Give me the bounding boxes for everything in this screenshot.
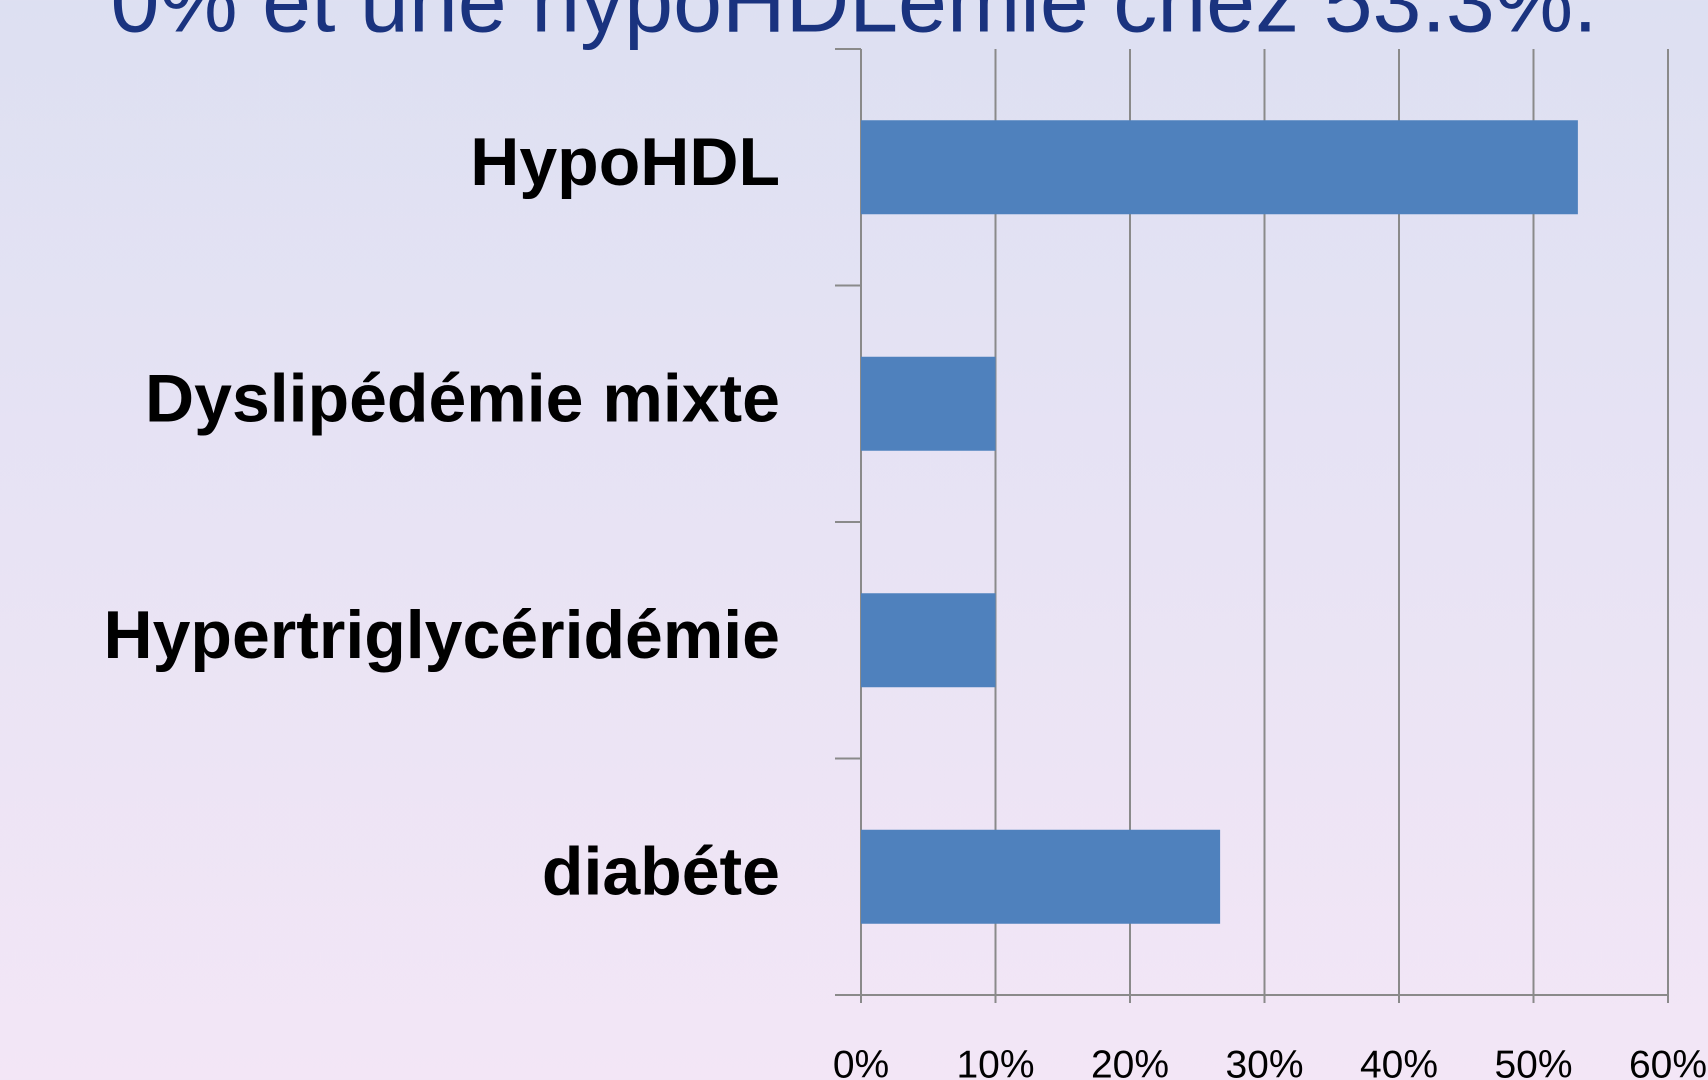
x-tick-label: 10% xyxy=(956,1043,1034,1080)
y-tick-label: Hypertriglycéridémie xyxy=(103,597,780,673)
bar xyxy=(861,120,1578,215)
y-tick-label: HypoHDL xyxy=(470,124,780,200)
x-tick-label: 60% xyxy=(1629,1043,1707,1080)
x-tick-label: 30% xyxy=(1225,1043,1303,1080)
bar xyxy=(861,829,1221,924)
y-tick-label: Dyslipédémie mixte xyxy=(145,361,780,437)
bar xyxy=(861,593,996,688)
x-tick-label: 20% xyxy=(1091,1043,1169,1080)
y-tick-label: diabéte xyxy=(542,834,780,910)
x-tick-label: 40% xyxy=(1360,1043,1438,1080)
chart-title: 0% et une hypoHDLémie chez 53.3%. xyxy=(110,0,1597,50)
bar xyxy=(861,356,996,451)
x-tick-label: 0% xyxy=(833,1043,889,1080)
x-tick-label: 50% xyxy=(1494,1043,1572,1080)
